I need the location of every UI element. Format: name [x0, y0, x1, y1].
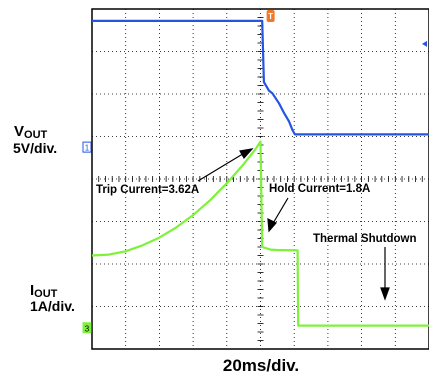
iout-label: IOUT 1A/div.	[30, 282, 75, 314]
level-marker	[422, 40, 427, 47]
vout-label: VOUT 5V/div.	[13, 123, 57, 156]
annotation-hold-current: Hold Current=1.8A	[269, 183, 370, 195]
svg-text:T: T	[268, 12, 273, 21]
vout-channel-marker: 1	[82, 141, 92, 153]
vout-trace	[92, 19, 429, 136]
thermal-arrowhead	[380, 287, 390, 301]
hold-arrow-line	[271, 197, 289, 226]
traces	[91, 19, 429, 327]
iout-scale: 1A/div.	[30, 298, 75, 314]
iout-label-sub: OUT	[34, 288, 58, 300]
iout-channel-marker: 3	[82, 322, 92, 334]
vout-scale: 5V/div.	[13, 140, 57, 156]
plot-frame	[91, 8, 429, 350]
svg-text:IOUT: IOUT	[30, 282, 58, 300]
svg-text:1: 1	[85, 144, 90, 153]
trip-arrow-line	[197, 151, 247, 182]
iout-label-main: I	[30, 282, 34, 299]
annotation-arrows	[197, 148, 390, 301]
vout-label-sub: OUT	[24, 129, 48, 141]
trigger-marker: T	[266, 10, 275, 22]
markers: 1 3 T	[82, 10, 427, 334]
iout-trace	[91, 140, 429, 327]
hold-arrowhead	[267, 217, 277, 233]
annotation-thermal-shutdown: Thermal Shutdown	[313, 233, 417, 245]
svg-text:3: 3	[85, 324, 90, 333]
grid	[91, 8, 429, 350]
svg-text:VOUT: VOUT	[14, 123, 48, 141]
time-scale-label: 20ms/div.	[223, 356, 299, 375]
annotation-trip-current: Trip Current=3.62A	[96, 184, 199, 196]
vout-label-main: V	[14, 123, 24, 140]
trip-arrowhead	[239, 148, 254, 160]
